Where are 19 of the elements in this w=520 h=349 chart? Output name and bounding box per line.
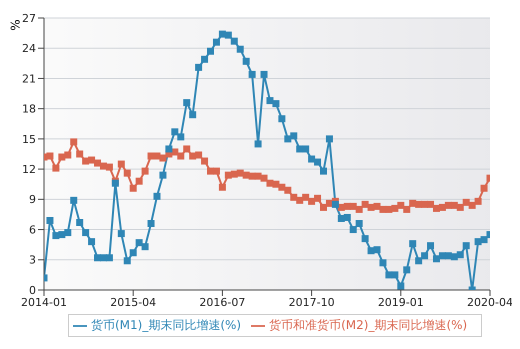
x-tick-label: 2017-10 [288,296,335,309]
y-tick-label: 0 [29,284,36,297]
y-tick-label: 18 [22,102,36,116]
y-tick-label: 27 [22,12,36,25]
x-tick-label: 2019-01 [378,296,424,309]
y-tick-label: 12 [22,163,36,176]
y-tick-label: 6 [29,223,36,236]
x-tick-label: 2016-07 [199,296,246,309]
y-axis-title: % [8,19,23,31]
y-tick-label: 24 [22,42,36,56]
x-tick-label: 2015-04 [110,296,156,309]
x-tick-label: 2014-01 [21,296,67,309]
y-tick-label: 21 [22,72,36,86]
legend-label: 货币(M1)_期末同比增速(%) [91,318,242,332]
legend-label: 货币和准货币(M2)_期末同比增速(%) [269,318,468,332]
y-tick-label: 3 [29,254,36,267]
x-tick-label: 2020-04 [467,296,513,309]
y-tick-label: 9 [29,193,36,206]
y-tick-label: 15 [22,132,36,146]
